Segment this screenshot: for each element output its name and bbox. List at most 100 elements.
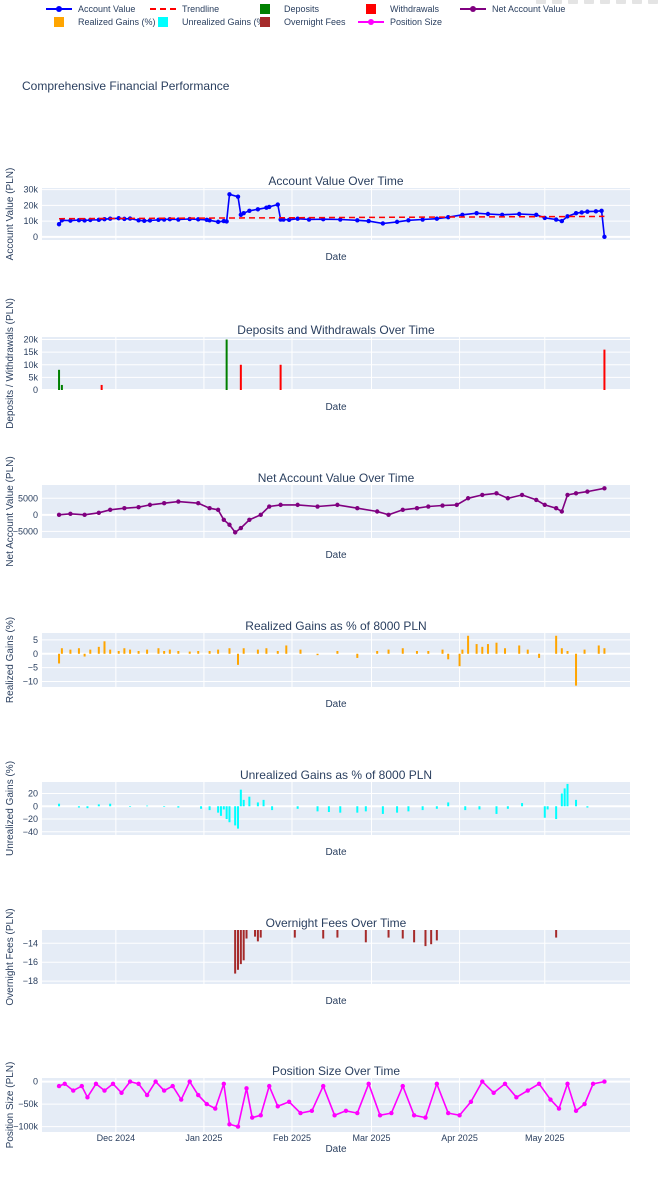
bar: [407, 806, 410, 812]
legend-item-account-value[interactable]: Account Value: [44, 4, 135, 14]
subplot-4: −10 −5 0 5 Realized Gains as % of 8000 PLN Da…: [5, 617, 630, 710]
bar: [242, 648, 245, 654]
data-point: [142, 218, 147, 223]
bar: [69, 649, 72, 654]
square-icon: [148, 17, 178, 27]
legend-item-realized-gains[interactable]: Realized Gains (%): [44, 17, 156, 27]
data-point: [517, 211, 522, 217]
legend-item-overnight-fees[interactable]: Overnight Fees: [250, 17, 346, 27]
data-point: [187, 1079, 192, 1084]
bar: [555, 806, 558, 820]
data-point: [335, 502, 340, 508]
plot-area: [42, 337, 630, 390]
bar: [296, 806, 299, 809]
data-point: [565, 214, 570, 219]
subplot-title: Unrealized Gains as % of 8000 PLN: [240, 768, 432, 782]
figure-title: Comprehensive Financial Performance: [22, 79, 230, 93]
data-point: [96, 510, 102, 516]
subplot-3: −5000 0 5000 Net Account Value Over Time Dat…: [5, 456, 630, 567]
lasso-icon[interactable]: [600, 0, 610, 4]
bar: [77, 806, 80, 808]
bar: [316, 806, 319, 812]
data-point: [56, 222, 62, 227]
y-tick-label: −16: [23, 957, 38, 967]
data-point: [573, 491, 579, 496]
autoscale-icon[interactable]: [648, 0, 658, 4]
data-point: [502, 1081, 508, 1087]
data-point: [207, 218, 212, 223]
pan-icon[interactable]: [568, 0, 578, 4]
bar: [228, 648, 231, 654]
data-point: [295, 216, 300, 221]
bar: [575, 653, 578, 686]
square-icon: [44, 17, 74, 27]
data-point: [241, 211, 246, 216]
y-tick-label: 15k: [23, 347, 38, 357]
bar: [237, 653, 239, 665]
bar: [421, 806, 424, 811]
legend-item-unrealized-gains[interactable]: Unrealized Gains (%): [148, 17, 268, 27]
data-point: [480, 1079, 485, 1084]
bar: [137, 651, 140, 654]
y-tick-label: 5k: [28, 372, 38, 382]
zoom-out-icon[interactable]: [632, 0, 642, 4]
subplot-1: 0 10k 20k 30k Account Value Over Time Date Acc…: [5, 168, 630, 263]
data-point: [355, 1110, 360, 1116]
bar: [60, 648, 63, 654]
bar: [86, 806, 89, 809]
data-point: [295, 502, 300, 508]
data-point: [525, 1088, 530, 1093]
legend-label: Account Value: [78, 4, 136, 14]
y-tick-label: 0: [33, 1077, 38, 1087]
square-icon: [250, 4, 280, 14]
bar: [271, 806, 274, 811]
data-point: [585, 489, 590, 494]
bar: [575, 799, 578, 807]
data-point: [411, 1113, 417, 1118]
data-point: [267, 504, 272, 509]
bar: [256, 649, 259, 654]
subplot-6: −18 −16 −14 Overnight Fees Over Time Date Ove…: [5, 908, 630, 1007]
y-axis-title: Account Value (PLN): [5, 168, 16, 261]
legend-item-withdrawals[interactable]: Withdrawals: [356, 4, 439, 14]
zoom-in-icon[interactable]: [616, 0, 626, 4]
data-point: [599, 208, 604, 214]
data-point: [553, 505, 559, 511]
data-point: [235, 1124, 241, 1129]
bar: [276, 651, 279, 654]
legend-item-deposits[interactable]: Deposits: [250, 4, 319, 14]
bar: [447, 653, 450, 660]
bar: [239, 364, 242, 390]
legend-item-trendline[interactable]: Trendline: [148, 4, 219, 14]
y-tick-label: 0: [33, 385, 38, 395]
bar: [387, 649, 390, 654]
data-point: [102, 1088, 107, 1093]
data-point: [573, 1108, 579, 1114]
data-point: [215, 219, 221, 225]
legend-item-position-size[interactable]: Position Size: [356, 17, 442, 27]
trendline: [58, 215, 605, 220]
box-select-icon[interactable]: [584, 0, 594, 4]
data-point: [56, 512, 62, 518]
bar: [566, 651, 569, 654]
data-point: [71, 1088, 76, 1093]
bar: [560, 648, 563, 654]
data-point: [400, 507, 405, 513]
zoom-icon[interactable]: [552, 0, 562, 4]
bar: [109, 803, 112, 807]
data-point: [468, 1099, 474, 1105]
y-tick-label: 30k: [23, 185, 38, 195]
data-point: [573, 211, 579, 216]
data-point: [82, 218, 87, 223]
bar: [129, 806, 132, 807]
data-point: [144, 1092, 150, 1098]
legend-item-net-account-value[interactable]: Net Account Value: [458, 4, 565, 14]
data-point: [62, 1081, 67, 1087]
y-tick-label: −50k: [18, 1099, 38, 1109]
data-point: [221, 1081, 226, 1087]
bar: [293, 930, 296, 938]
subplot-title: Deposits and Withdrawals Over Time: [237, 323, 435, 337]
data-point: [119, 1090, 124, 1096]
camera-icon[interactable]: [536, 0, 546, 4]
bar: [97, 804, 100, 807]
